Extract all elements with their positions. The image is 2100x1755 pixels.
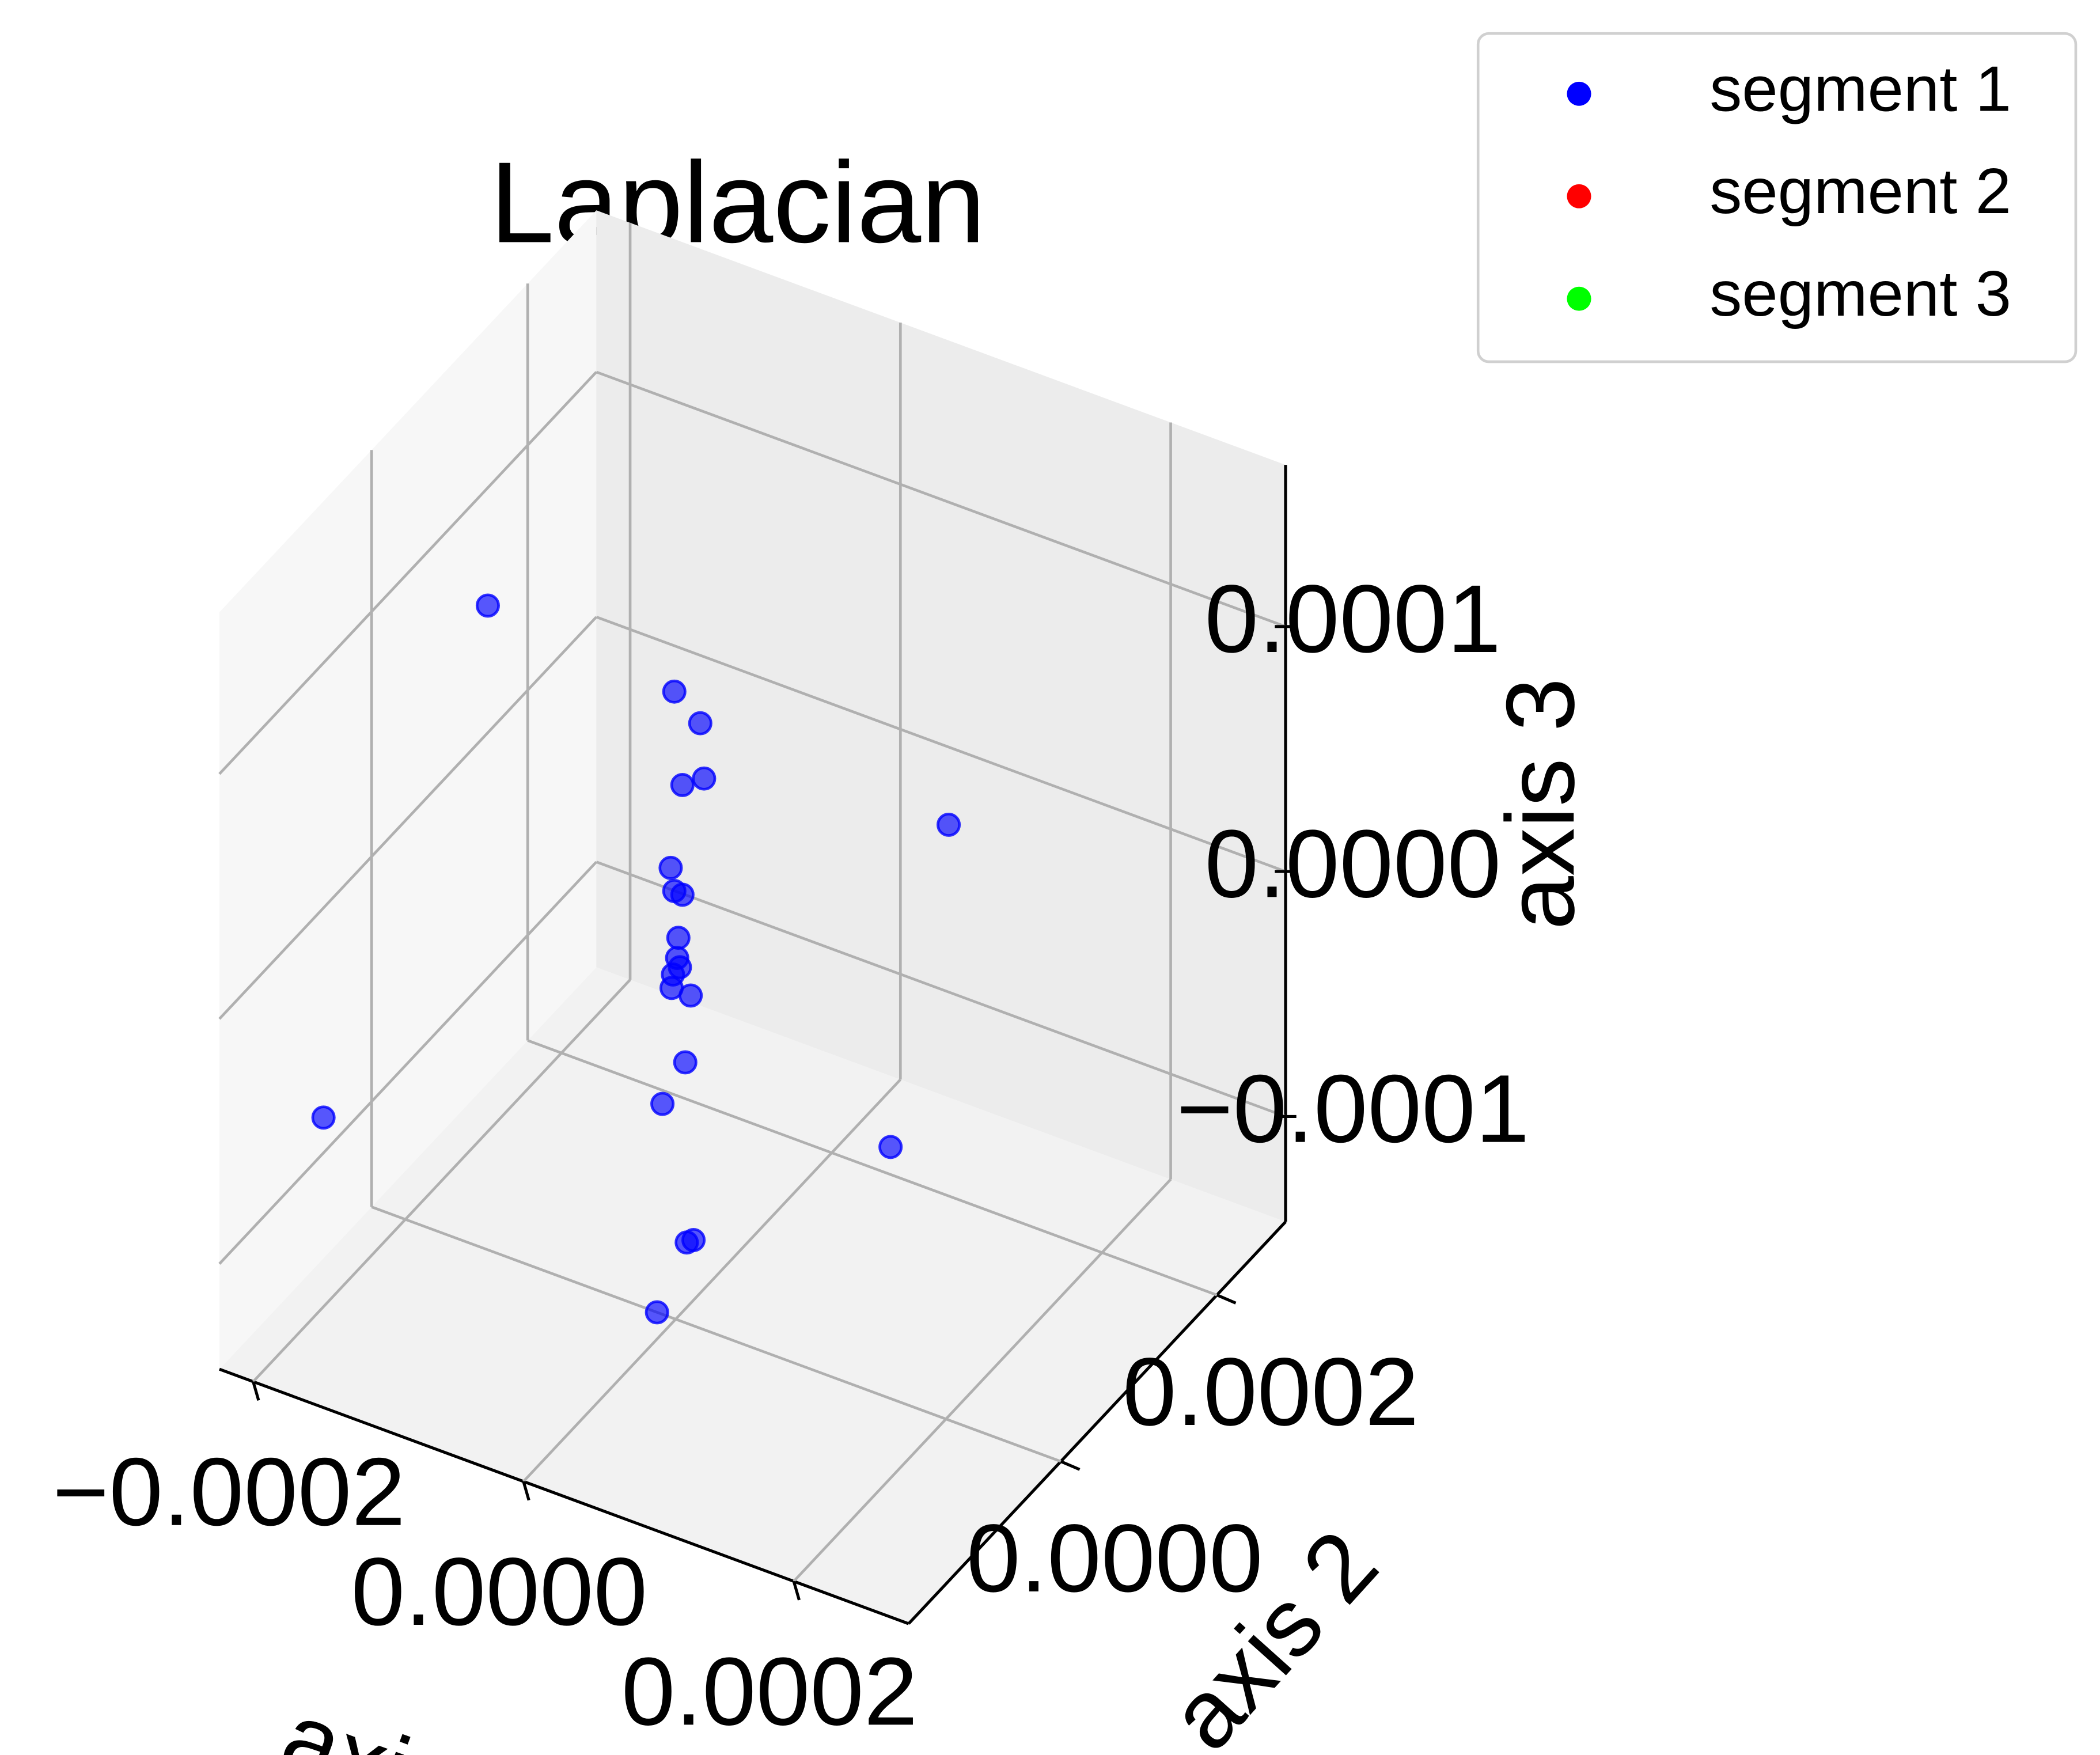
point [666, 926, 691, 950]
grid-line [596, 861, 1286, 1118]
x-axis-label: axis 1 [269, 1681, 544, 1755]
legend-marker [1567, 286, 1591, 311]
grid-line [527, 1039, 1218, 1297]
x-tick-label: 0.0000 [351, 1537, 647, 1646]
y-tick [1060, 1460, 1081, 1471]
grid-line [793, 1178, 1172, 1582]
point [673, 1050, 698, 1075]
pane-back [596, 210, 1286, 1222]
point [692, 766, 717, 791]
x-tick-label: 0.0002 [621, 1638, 918, 1746]
legend-label: segment 2 [1709, 155, 2011, 227]
grid-line [218, 371, 598, 775]
pane-side [219, 210, 597, 1370]
z-tick-label: 0.0000 [1205, 810, 1502, 918]
z-axis-label: axis 3 [1486, 678, 1594, 930]
x-tick-label: −0.0002 [52, 1438, 405, 1546]
y-tick-label: 0.0000 [966, 1504, 1263, 1612]
point [650, 1091, 675, 1116]
point [658, 855, 683, 880]
legend-label: segment 1 [1709, 53, 2011, 125]
point [937, 813, 961, 837]
y-tick-label: 0.0002 [1123, 1337, 1419, 1446]
pane-floor [219, 967, 1286, 1624]
point [670, 772, 695, 797]
grid-line [596, 370, 1286, 628]
point [674, 1230, 699, 1255]
grid-line [252, 979, 631, 1383]
z-tick-label: −0.0001 [1176, 1055, 1529, 1163]
z-tick-label: 0.0001 [1205, 564, 1502, 673]
x-tick [252, 1381, 260, 1401]
y-tick [1216, 1294, 1237, 1305]
legend-marker [1567, 81, 1591, 106]
grid-line [218, 616, 598, 1020]
x-tick [792, 1580, 801, 1601]
y-axis-line [907, 1220, 1287, 1625]
point [688, 711, 712, 736]
legend-label: segment 3 [1709, 257, 2011, 329]
point [678, 983, 703, 1008]
grid-line [522, 1078, 902, 1483]
point [475, 593, 500, 618]
point [662, 679, 687, 704]
grid-line [371, 1206, 1062, 1463]
x-tick [522, 1481, 530, 1501]
point [645, 1300, 669, 1325]
point [878, 1135, 903, 1159]
point [311, 1105, 336, 1130]
legend-marker [1567, 184, 1591, 209]
grid-line [218, 861, 598, 1265]
grid-line [596, 615, 1286, 873]
legend-box [1476, 32, 2078, 363]
point [670, 882, 695, 907]
